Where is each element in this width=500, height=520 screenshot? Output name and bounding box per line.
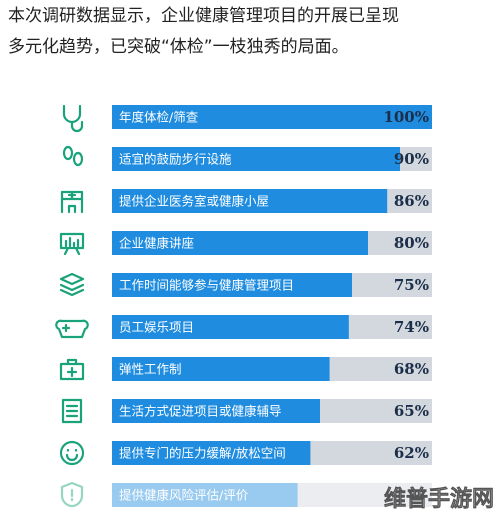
bar-row: 提供专门的压力缓解/放松空间 62%	[59, 440, 432, 466]
category-label: 适宜的鼓励步行设施	[119, 152, 232, 167]
icon	[62, 104, 84, 133]
bar-row: 适宜的鼓励步行设施 90%	[62, 145, 432, 171]
category-label: 工作时间能够参与健康管理项目	[119, 278, 294, 293]
bar	[112, 189, 388, 213]
bar	[112, 105, 432, 129]
bar	[112, 147, 400, 171]
bar-row: 工作时间能够参与健康管理项目 75%	[59, 272, 432, 297]
bar	[112, 357, 330, 381]
category-label: 生活方式促进项目或健康辅导	[119, 404, 282, 419]
icon	[59, 358, 85, 381]
value-label: 68%	[394, 360, 429, 378]
icon	[60, 190, 84, 214]
icon	[62, 145, 84, 167]
value-label: 100%	[383, 108, 429, 126]
icon	[59, 272, 85, 297]
category-label: 企业健康讲座	[119, 236, 194, 251]
category-label: 弹性工作制	[119, 362, 182, 377]
category-label: 员工娱乐项目	[119, 320, 194, 335]
category-label: 年度体检/筛查	[119, 110, 199, 125]
watermark: 维普手游网	[384, 486, 494, 512]
bar-row: 提供健康风险评估/评价	[60, 481, 432, 508]
icon	[59, 232, 85, 256]
value-label: 74%	[394, 318, 429, 336]
value-label: 90%	[394, 150, 429, 168]
title-line: 本次调研数据显示，企业健康管理项目的开展已呈现	[8, 6, 399, 26]
category-label: 提供企业医务室或健康小屋	[119, 194, 269, 209]
icon	[59, 440, 85, 466]
bar	[112, 315, 349, 339]
value-label: 75%	[394, 276, 429, 294]
bar	[112, 441, 311, 465]
icon	[60, 481, 84, 508]
value-label: 65%	[394, 402, 429, 420]
bar	[112, 273, 352, 297]
bar	[112, 483, 298, 507]
bar-row: 提供企业医务室或健康小屋 86%	[60, 189, 432, 214]
value-label: 86%	[394, 192, 429, 210]
icon	[55, 319, 89, 339]
value-label: 80%	[394, 234, 429, 252]
bar-row: 企业健康讲座 80%	[59, 231, 432, 256]
bar-row: 弹性工作制 68%	[59, 357, 432, 381]
bar-track	[112, 483, 432, 507]
icon	[61, 398, 83, 424]
category-label: 提供专门的压力缓解/放松空间	[119, 446, 286, 461]
bar-row: 年度体检/筛查 100%	[62, 104, 432, 133]
value-label: 62%	[394, 444, 429, 462]
bar	[112, 231, 368, 255]
bar-row: 员工娱乐项目 74%	[55, 315, 432, 339]
category-label: 提供健康风险评估/评价	[119, 488, 249, 503]
title-line: 多元化趋势，已突破“体检”一枝独秀的局面。	[8, 37, 349, 57]
bar	[112, 399, 320, 423]
bar-row: 生活方式促进项目或健康辅导 65%	[61, 398, 432, 424]
